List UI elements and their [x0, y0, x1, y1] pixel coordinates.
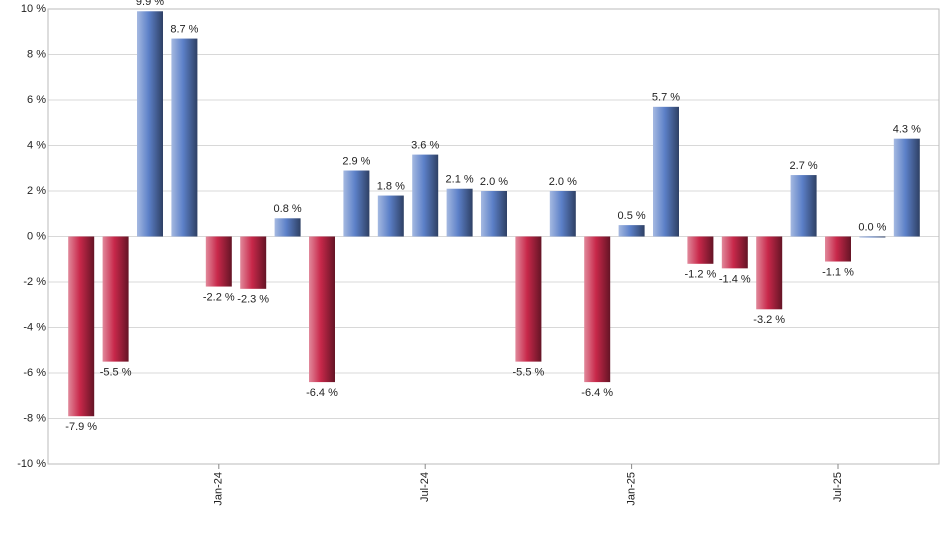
- value-label: -2.2 %: [203, 291, 235, 303]
- bar: [515, 236, 542, 362]
- bar: [205, 236, 232, 287]
- y-tick-label: 0 %: [27, 230, 46, 242]
- value-label: 0.5 %: [618, 210, 646, 222]
- y-tick-label: 10 %: [21, 3, 46, 15]
- x-tick-label: Jan-24: [213, 472, 225, 506]
- value-label: -1.2 %: [685, 269, 717, 281]
- bar: [274, 218, 301, 237]
- bar: [446, 188, 473, 237]
- bar: [68, 236, 95, 417]
- plot-frame: [47, 8, 940, 465]
- bar: [756, 236, 783, 310]
- bar: [343, 170, 370, 237]
- value-label: -1.4 %: [719, 273, 751, 285]
- value-label: 2.9 %: [342, 155, 370, 167]
- bar: [412, 154, 439, 237]
- value-label: 3.6 %: [411, 140, 439, 152]
- bar: [790, 175, 817, 237]
- bar: [102, 236, 129, 362]
- y-tick-label: -2 %: [23, 276, 46, 288]
- value-label: 2.1 %: [446, 174, 474, 186]
- bar: [825, 236, 851, 262]
- value-label: 2.0 %: [480, 176, 508, 188]
- value-label: 1.8 %: [377, 180, 405, 192]
- bar: [549, 191, 576, 237]
- bar: [377, 195, 404, 237]
- value-label: 9.9 %: [136, 0, 164, 8]
- value-label: 5.7 %: [652, 92, 680, 104]
- bar: [481, 191, 507, 237]
- y-tick-label: -6 %: [23, 367, 46, 379]
- y-tick-label: 6 %: [27, 94, 46, 106]
- bar: [893, 138, 920, 237]
- value-label: -3.2 %: [753, 314, 785, 326]
- y-tick-label: -10 %: [17, 458, 46, 470]
- y-tick-label: 8 %: [27, 48, 46, 60]
- value-label: 8.7 %: [170, 23, 198, 35]
- bar: [721, 236, 748, 269]
- value-label: -1.1 %: [822, 266, 854, 278]
- value-label: -6.4 %: [581, 387, 613, 399]
- x-tick-label: Jul-24: [419, 472, 431, 502]
- bar: [859, 236, 886, 238]
- value-label: -7.9 %: [65, 421, 97, 433]
- value-label: -5.5 %: [513, 367, 545, 379]
- bar: [240, 236, 267, 289]
- bar: [653, 106, 679, 237]
- value-label: 0.0 %: [858, 221, 886, 233]
- bar: [618, 225, 645, 237]
- value-label: 4.3 %: [893, 124, 921, 136]
- y-tick-label: 4 %: [27, 139, 46, 151]
- bar: [137, 11, 163, 237]
- value-label: -5.5 %: [100, 367, 132, 379]
- bar: [309, 236, 335, 383]
- value-label: 0.8 %: [274, 203, 302, 215]
- bar: [171, 38, 198, 237]
- bar: [687, 236, 714, 264]
- x-tick-label: Jul-25: [832, 472, 844, 502]
- x-tick-label: Jan-25: [626, 472, 638, 506]
- bar: [584, 236, 611, 383]
- value-label: 2.7 %: [790, 160, 818, 172]
- y-tick-label: 2 %: [27, 185, 46, 197]
- value-label: -2.3 %: [237, 294, 269, 306]
- value-label: 2.0 %: [549, 176, 577, 188]
- y-tick-label: -8 %: [23, 412, 46, 424]
- y-tick-label: -4 %: [23, 321, 46, 333]
- value-label: -6.4 %: [306, 387, 338, 399]
